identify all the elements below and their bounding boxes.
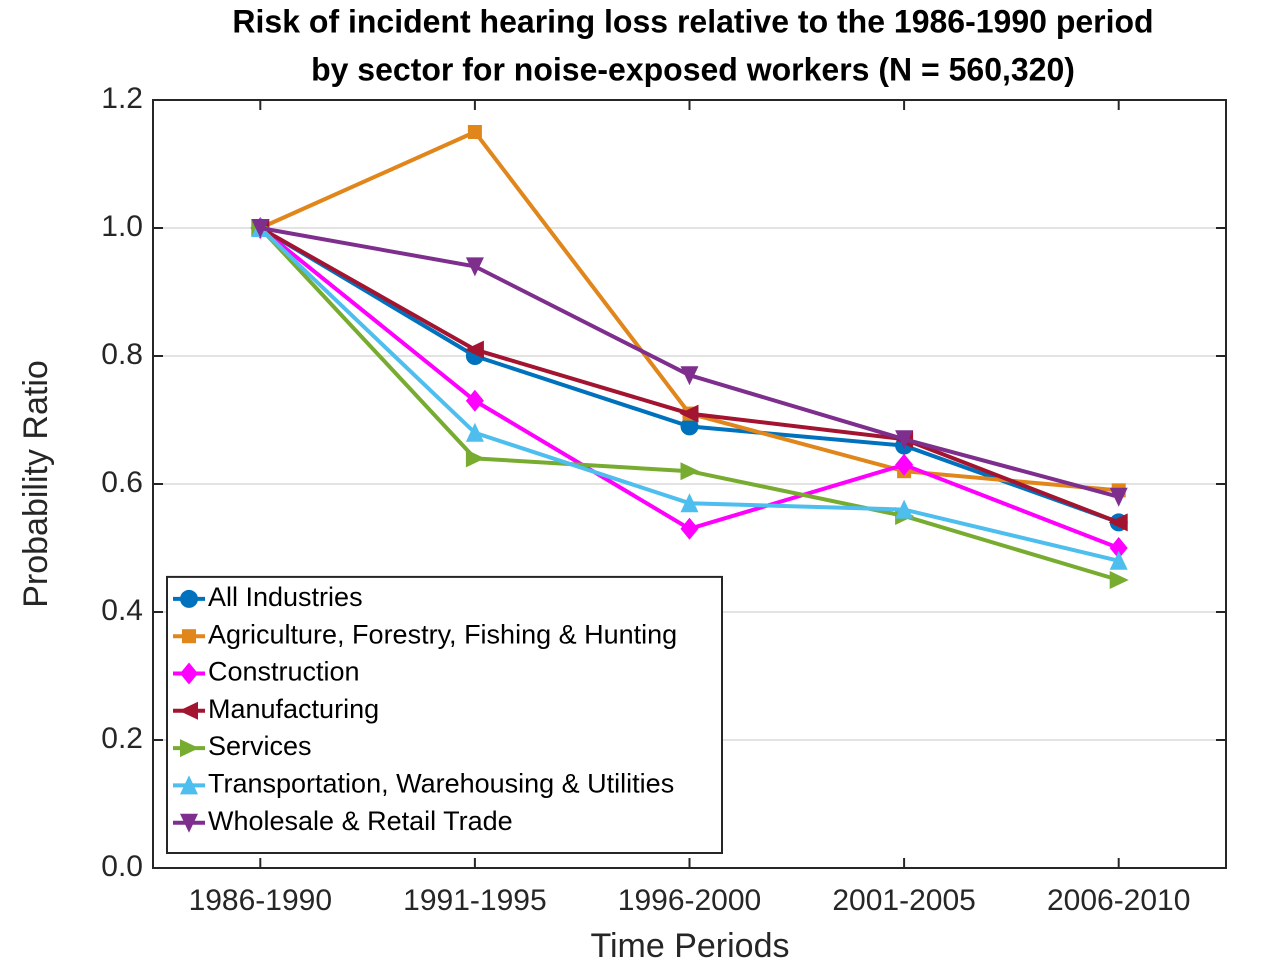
plot-frame bbox=[152, 99, 1227, 869]
marker bbox=[180, 589, 198, 608]
marker bbox=[180, 662, 198, 685]
marker bbox=[465, 257, 484, 277]
legend-label: All Industries bbox=[208, 582, 363, 612]
marker bbox=[467, 125, 482, 139]
marker bbox=[1109, 487, 1128, 507]
x-axis-label: Time Periods bbox=[590, 927, 789, 965]
series-line bbox=[259, 129, 1119, 493]
x-tick-label: 2006-2010 bbox=[1047, 884, 1190, 917]
marker bbox=[1108, 513, 1128, 532]
legend-label: Wholesale & Retail Trade bbox=[208, 806, 513, 836]
y-tick-label: 0.0 bbox=[101, 850, 143, 883]
marker bbox=[465, 389, 484, 412]
marker bbox=[895, 453, 914, 476]
legend-box bbox=[166, 575, 723, 855]
marker bbox=[1109, 571, 1129, 589]
legend-label: Services bbox=[208, 731, 312, 761]
y-tick-label: 0.2 bbox=[101, 722, 143, 755]
legend-label: Transportation, Warehousing & Utilities bbox=[208, 769, 674, 799]
marker bbox=[182, 629, 196, 644]
marker bbox=[680, 366, 699, 386]
legend-label: Agriculture, Forestry, Fishing & Hunting bbox=[208, 619, 677, 649]
marker bbox=[1109, 550, 1128, 570]
marker bbox=[180, 813, 198, 833]
x-tick-label: 2001-2005 bbox=[832, 884, 975, 917]
y-tick-label: 0.8 bbox=[101, 338, 143, 371]
y-tick-label: 1.2 bbox=[101, 82, 143, 115]
marker bbox=[180, 775, 198, 795]
marker bbox=[464, 340, 484, 359]
y-axis-label: Probability Ratio bbox=[17, 360, 55, 608]
chart-title: Risk of incident hearing loss relative t… bbox=[232, 3, 1153, 39]
marker bbox=[465, 449, 485, 468]
legend-label: Construction bbox=[208, 657, 360, 687]
chart-title: by sector for noise-exposed workers (N =… bbox=[311, 51, 1075, 87]
marker bbox=[179, 701, 198, 720]
marker bbox=[679, 404, 699, 423]
x-tick-label: 1986-1990 bbox=[189, 884, 332, 917]
y-tick-label: 0.4 bbox=[101, 594, 143, 627]
marker bbox=[251, 219, 270, 238]
series-line bbox=[259, 226, 1120, 499]
marker bbox=[680, 462, 700, 481]
x-tick-label: 1991-1995 bbox=[403, 884, 546, 917]
marker bbox=[895, 430, 914, 450]
marker bbox=[680, 417, 699, 436]
marker bbox=[180, 739, 199, 758]
y-tick-label: 1.0 bbox=[101, 210, 143, 243]
marker bbox=[680, 517, 699, 540]
y-tick-label: 0.6 bbox=[101, 466, 143, 499]
marker bbox=[895, 499, 914, 519]
legend-label: Manufacturing bbox=[208, 694, 379, 724]
marker bbox=[1109, 537, 1128, 559]
marker bbox=[680, 493, 699, 513]
marker bbox=[465, 422, 484, 442]
x-tick-label: 1996-2000 bbox=[618, 884, 761, 917]
